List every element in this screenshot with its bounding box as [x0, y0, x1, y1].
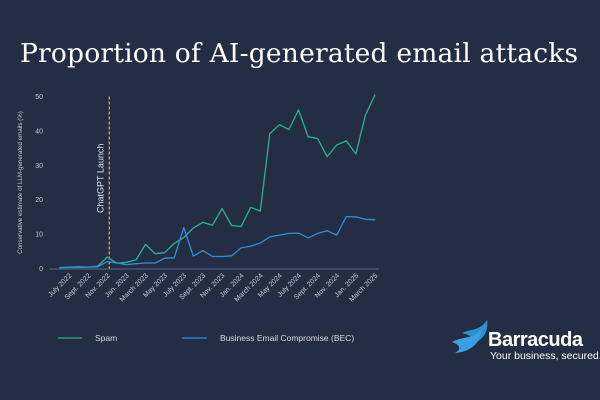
data-point: [374, 94, 376, 96]
data-point: [298, 232, 299, 234]
data-point: [326, 156, 328, 158]
data-point: [192, 227, 194, 229]
series-line-bec: [59, 215, 376, 269]
data-point: [355, 153, 357, 155]
data-point: [78, 267, 80, 268]
data-point: [173, 257, 175, 259]
data-point: [345, 216, 347, 217]
data-point: [365, 114, 366, 116]
y-tick-label: 30: [35, 163, 43, 170]
data-point: [278, 234, 280, 236]
data-point: [374, 219, 376, 221]
data-point: [240, 247, 242, 249]
data-point: [154, 262, 156, 264]
data-point: [126, 264, 127, 266]
data-point: [212, 256, 213, 257]
data-point: [269, 236, 271, 238]
data-point: [202, 250, 204, 252]
brand-name: Barracuda: [488, 329, 584, 351]
series-line-spam: [59, 94, 376, 269]
y-tick-label: 40: [35, 128, 43, 135]
data-point: [212, 224, 213, 226]
data-point: [202, 222, 204, 223]
data-point: [336, 144, 338, 146]
data-point: [250, 206, 252, 208]
data-point: [135, 259, 137, 261]
data-point: [259, 210, 261, 212]
data-point: [288, 233, 290, 234]
data-point: [154, 253, 156, 255]
data-point: [250, 245, 252, 247]
data-point: [231, 225, 232, 226]
data-point: [298, 109, 299, 111]
y-tick-label: 20: [35, 197, 43, 204]
data-point: [164, 257, 166, 259]
annotation-label: ChatGPT Launch: [95, 144, 105, 213]
data-point: [59, 267, 60, 269]
data-point: [317, 233, 319, 234]
data-point: [106, 256, 108, 258]
data-point: [164, 252, 166, 254]
data-point: [365, 218, 366, 220]
data-point: [307, 237, 309, 239]
data-point: [288, 129, 290, 130]
data-point: [278, 124, 280, 126]
barracuda-logo-icon: [462, 320, 488, 345]
data-point: [106, 261, 108, 263]
y-tick-label: 0: [39, 266, 43, 273]
data-point: [145, 262, 146, 264]
data-point: [269, 133, 271, 135]
data-point: [183, 237, 185, 238]
data-point: [192, 255, 194, 257]
barracuda-logo-wave-icon: [452, 330, 481, 353]
data-point: [240, 226, 242, 227]
y-axis-label: Conservative estimate of LLM-generated e…: [17, 111, 24, 254]
data-point: [145, 244, 146, 245]
data-point: [221, 208, 223, 210]
legend-label: Business Email Compromise (BEC): [220, 333, 354, 343]
data-point: [173, 242, 175, 244]
y-tick-label: 50: [35, 94, 43, 101]
data-point: [126, 261, 127, 263]
data-point: [345, 140, 347, 142]
data-point: [259, 242, 261, 244]
y-tick-label: 10: [35, 232, 43, 239]
chart-title: Proportion of AI-generated email attacks: [20, 38, 579, 69]
data-point: [221, 256, 223, 257]
brand-tagline: Your business, secured.: [490, 350, 600, 362]
legend-label: Spam: [95, 333, 117, 343]
data-point: [135, 263, 137, 265]
data-point: [68, 267, 70, 268]
data-point: [116, 262, 118, 264]
data-point: [307, 136, 309, 138]
data-point: [317, 138, 319, 139]
data-point: [355, 216, 357, 218]
data-point: [231, 255, 232, 257]
data-point: [87, 266, 89, 268]
data-point: [336, 234, 338, 236]
data-point: [97, 266, 99, 268]
data-point: [326, 230, 328, 232]
data-point: [183, 227, 185, 228]
